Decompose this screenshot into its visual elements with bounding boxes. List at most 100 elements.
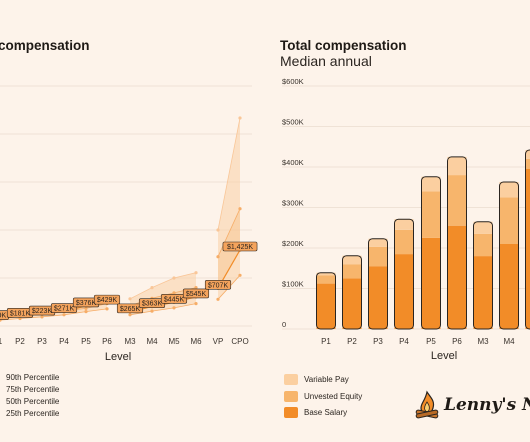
right-x-tick-label: P2: [347, 337, 357, 346]
campfire-icon: [415, 390, 439, 419]
percentile-line: [0, 308, 108, 321]
bar-outline: [421, 176, 441, 330]
median-data-label: $363K: [142, 301, 163, 308]
bar-segment-base-salary: [394, 254, 414, 329]
bar-segment-base-salary: [368, 266, 388, 329]
left-legend-75: 75th Percentile: [6, 385, 60, 394]
median-data-label: $707K: [208, 282, 229, 289]
right-x-tick-label: M4: [503, 337, 515, 346]
bar-segment-variable-pay: [421, 176, 441, 192]
left-x-tick-label: M4: [146, 337, 158, 346]
bar-segment-unvested-equity: [421, 191, 441, 238]
median-data-label: $376K: [76, 300, 97, 307]
bar-outline: [316, 272, 336, 330]
bar-segment-base-salary: [525, 169, 530, 329]
right-y-tick-label: $500K: [282, 118, 304, 127]
left-x-tick-label: CPO: [231, 337, 248, 346]
right-legend-base-salary: Base Salary: [284, 407, 347, 418]
percentile-point: [172, 306, 176, 310]
base-salary-swatch: [284, 407, 298, 418]
percentile-point: [105, 307, 109, 311]
right-y-tick-label: $600K: [282, 77, 304, 86]
percentile-point: [18, 316, 22, 321]
median-data-label: $545K: [186, 291, 207, 298]
bar-segment-variable-pay: [525, 150, 530, 159]
percentile-point: [84, 310, 88, 314]
left-x-tick-label: 1: [0, 337, 3, 346]
percentile-point: [40, 315, 44, 319]
median-data-label-box: [93, 294, 121, 305]
right-chart-subtitle: Median annual: [280, 53, 372, 69]
bar-segment-variable-pay: [473, 221, 493, 234]
bar-segment-unvested-equity: [473, 233, 493, 257]
bar-segment-unvested-equity: [447, 175, 467, 226]
left-legend-25: 25th Percentile: [6, 409, 60, 418]
right-x-tick-label: M3: [477, 337, 489, 346]
median-data-label: 39K: [0, 313, 7, 320]
left-x-tick-label: P2: [15, 337, 25, 346]
bar-segment-unvested-equity: [316, 275, 336, 284]
right-y-tick-label: $300K: [282, 199, 304, 208]
percentile-line: [129, 272, 197, 300]
left-chart-title: compensation: [0, 38, 90, 53]
percentile-point: [62, 313, 66, 317]
left-x-tick-label: VP: [213, 337, 224, 346]
median-data-label: $265K: [120, 306, 141, 313]
left-legend-50: 50th Percentile: [6, 397, 60, 406]
bar-segment-variable-pay: [499, 182, 519, 198]
bar-outline: [473, 221, 493, 330]
bar-segment-base-salary: [316, 283, 336, 329]
right-x-axis-label: Level: [431, 350, 457, 362]
left-x-tick-label: M5: [168, 337, 180, 346]
left-x-tick-label: P6: [102, 337, 112, 346]
bar-segment-unvested-equity: [525, 158, 530, 169]
bar-segment-base-salary: [499, 243, 519, 329]
bar-segment-base-salary: [447, 225, 467, 329]
median-data-label-box: [182, 288, 210, 299]
median-data-label: $181K: [10, 310, 31, 317]
percentile-point: [194, 286, 198, 290]
median-data-label: $223K: [32, 308, 53, 315]
percentile-point: [172, 276, 176, 280]
right-x-tick-label: P4: [399, 337, 409, 346]
percentile-point: [216, 255, 220, 259]
bar-segment-variable-pay: [316, 272, 336, 276]
left-x-tick-label: P3: [37, 337, 47, 346]
right-legend-unvested-equity: Unvested Equity: [284, 391, 362, 402]
bar-segment-unvested-equity: [368, 246, 388, 267]
right-x-tick-label: P1: [321, 337, 331, 346]
bar-segment-base-salary: [421, 237, 441, 329]
percentile-point: [194, 302, 198, 306]
right-x-tick-label: P6: [452, 337, 462, 346]
percentile-point: [150, 309, 154, 313]
unvested-equity-swatch: [284, 391, 298, 402]
right-x-tick-label: P5: [426, 337, 436, 346]
left-x-tick-label: M6: [190, 337, 202, 346]
bar-outline: [342, 255, 362, 330]
right-y-tick-label: $400K: [282, 158, 304, 167]
bar-segment-base-salary: [342, 278, 362, 329]
percentile-point: [194, 271, 198, 275]
percentile-point: [128, 313, 132, 317]
left-x-tick-label: M3: [124, 337, 136, 346]
median-data-label: $429K: [97, 297, 118, 304]
percentile-point: [216, 297, 220, 301]
bar-segment-unvested-equity: [499, 197, 519, 244]
percentile-point: [150, 286, 154, 290]
left-x-tick-label: P5: [81, 337, 91, 346]
bar-segment-unvested-equity: [394, 229, 414, 255]
bar-segment-unvested-equity: [342, 264, 362, 279]
left-x-axis-label: Level: [105, 351, 131, 363]
percentile-point: [84, 306, 88, 310]
percentile-band: [218, 118, 240, 300]
median-data-label-box: [160, 293, 188, 304]
bar-outline: [368, 238, 388, 330]
percentile-point: [238, 207, 242, 211]
percentile-point: [216, 228, 220, 232]
right-y-tick-label: $200K: [282, 239, 304, 248]
brand-name: Lenny's Ne: [444, 395, 530, 415]
percentile-point: [238, 273, 242, 277]
variable-pay-swatch: [284, 374, 298, 385]
percentile-line: [217, 208, 241, 257]
bar-outline: [499, 181, 519, 330]
